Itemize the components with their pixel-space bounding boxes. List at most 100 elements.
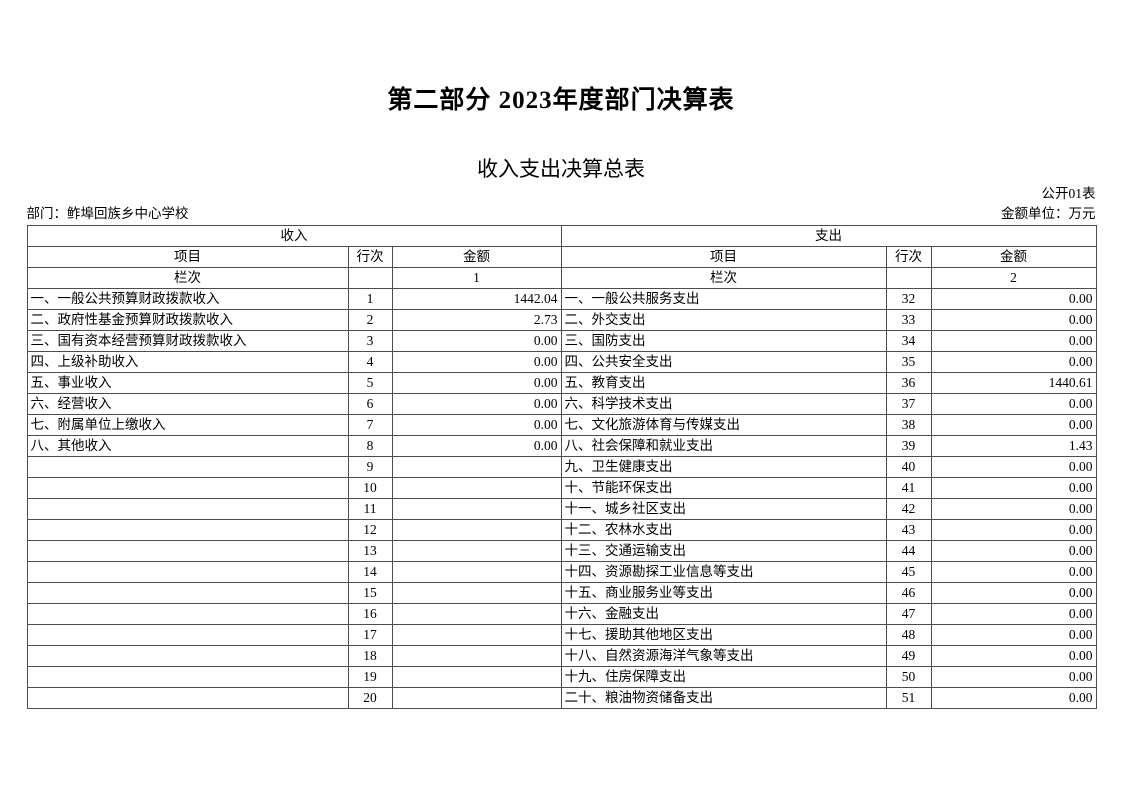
department-label: 部门：鲊埠回族乡中心学校 [26, 206, 189, 221]
table-row: 13 十三、交通运输支出 44 0.00 [26, 540, 1097, 562]
income-item-cell [26, 519, 349, 541]
expense-item-cell: 十七、援助其他地区支出 [560, 624, 887, 646]
table-row: 六、经营收入 6 0.00 六、科学技术支出 37 0.00 [26, 393, 1097, 415]
income-amount-cell: 0.00 [391, 351, 562, 373]
income-rownum-header: 行次 [347, 246, 393, 268]
table-row: 一、一般公共预算财政拨款收入 1 1442.04 一、一般公共服务支出 32 0… [26, 288, 1097, 310]
income-amount-cell [391, 645, 562, 667]
expense-amount-cell: 0.00 [930, 393, 1097, 415]
income-index-number: 1 [391, 267, 562, 289]
table-title: 收入支出决算总表 [477, 157, 645, 181]
table-row: 15 十五、商业服务业等支出 46 0.00 [26, 582, 1097, 604]
column-header-row: 项目 行次 金额 项目 行次 金额 [26, 246, 1097, 268]
income-expense-summary-table: 收入 支出 项目 行次 金额 项目 行次 金额 栏次 1 栏次 [26, 225, 1097, 709]
page-title: 第二部分 2023年度部门决算表 [387, 87, 735, 114]
table-row: 12 十二、农林水支出 43 0.00 [26, 519, 1097, 541]
income-amount-cell [391, 603, 562, 625]
income-rownum-cell: 5 [347, 372, 393, 394]
expense-index-number: 2 [930, 267, 1097, 289]
income-rownum-cell: 15 [347, 582, 393, 604]
expense-item-cell: 二十、粮油物资储备支出 [560, 687, 887, 709]
expense-item-cell: 七、文化旅游体育与传媒支出 [560, 414, 887, 436]
income-item-cell: 八、其他收入 [26, 435, 349, 457]
table-code: 公开01表 [1041, 186, 1096, 201]
expense-rownum-cell: 49 [885, 645, 932, 667]
expense-item-cell: 九、卫生健康支出 [560, 456, 887, 478]
expense-amount-cell: 0.00 [930, 309, 1097, 331]
expense-rownum-header: 行次 [885, 246, 932, 268]
income-amount-cell: 0.00 [391, 372, 562, 394]
income-amount-cell: 0.00 [391, 330, 562, 352]
expense-amount-cell: 0.00 [930, 414, 1097, 436]
table-row: 八、其他收入 8 0.00 八、社会保障和就业支出 39 1.43 [26, 435, 1097, 457]
expense-rownum-cell: 50 [885, 666, 932, 688]
expense-item-cell: 十一、城乡社区支出 [560, 498, 887, 520]
expense-amount-cell: 0.00 [930, 477, 1097, 499]
income-amount-cell [391, 624, 562, 646]
income-item-cell: 一、一般公共预算财政拨款收入 [26, 288, 349, 310]
expense-item-cell: 十九、住房保障支出 [560, 666, 887, 688]
expense-amount-cell: 0.00 [930, 540, 1097, 562]
income-rownum-cell: 12 [347, 519, 393, 541]
income-amount-cell [391, 687, 562, 709]
income-amount-cell [391, 519, 562, 541]
expense-rownum-cell: 51 [885, 687, 932, 709]
income-index-label: 栏次 [26, 267, 349, 289]
expense-amount-cell: 0.00 [930, 666, 1097, 688]
income-item-cell [26, 645, 349, 667]
expense-rownum-cell: 47 [885, 603, 932, 625]
expense-amount-cell: 0.00 [930, 603, 1097, 625]
income-item-cell [26, 687, 349, 709]
income-item-cell: 三、国有资本经营预算财政拨款收入 [26, 330, 349, 352]
income-item-cell: 四、上级补助收入 [26, 351, 349, 373]
table-row: 18 十八、自然资源海洋气象等支出 49 0.00 [26, 645, 1097, 667]
expense-item-cell: 八、社会保障和就业支出 [560, 435, 887, 457]
expense-amount-cell: 0.00 [930, 561, 1097, 583]
content-area: 公开01表 部门：鲊埠回族乡中心学校 金额单位：万元 收入 支出 项目 行次 金… [26, 186, 1097, 709]
income-item-cell [26, 498, 349, 520]
income-item-cell [26, 561, 349, 583]
table-row: 14 十四、资源勘探工业信息等支出 45 0.00 [26, 561, 1097, 583]
income-rownum-cell: 20 [347, 687, 393, 709]
income-rownum-cell: 6 [347, 393, 393, 415]
expense-item-cell: 十二、农林水支出 [560, 519, 887, 541]
income-rownum-cell: 16 [347, 603, 393, 625]
expense-item-cell: 二、外交支出 [560, 309, 887, 331]
income-rownum-cell: 3 [347, 330, 393, 352]
table-row: 四、上级补助收入 4 0.00 四、公共安全支出 35 0.00 [26, 351, 1097, 373]
expense-rownum-cell: 42 [885, 498, 932, 520]
column-index-row: 栏次 1 栏次 2 [26, 267, 1097, 289]
unit-label: 金额单位：万元 [1001, 206, 1096, 221]
expense-amount-cell: 0.00 [930, 288, 1097, 310]
income-rownum-cell: 17 [347, 624, 393, 646]
income-rownum-cell: 11 [347, 498, 393, 520]
income-item-cell [26, 666, 349, 688]
expense-amount-header: 金额 [930, 246, 1097, 268]
expense-rownum-cell: 39 [885, 435, 932, 457]
expense-item-cell: 十五、商业服务业等支出 [560, 582, 887, 604]
income-item-cell [26, 624, 349, 646]
income-item-cell [26, 477, 349, 499]
table-row: 二、政府性基金预算财政拨款收入 2 2.73 二、外交支出 33 0.00 [26, 309, 1097, 331]
table-row: 七、附属单位上缴收入 7 0.00 七、文化旅游体育与传媒支出 38 0.00 [26, 414, 1097, 436]
expense-amount-cell: 0.00 [930, 351, 1097, 373]
expense-amount-cell: 1440.61 [930, 372, 1097, 394]
income-amount-cell [391, 561, 562, 583]
income-rownum-cell: 7 [347, 414, 393, 436]
table-row: 10 十、节能环保支出 41 0.00 [26, 477, 1097, 499]
meta-row: 部门：鲊埠回族乡中心学校 金额单位：万元 [27, 205, 1096, 222]
expense-amount-cell: 1.43 [930, 435, 1097, 457]
expense-item-cell: 十六、金融支出 [560, 603, 887, 625]
income-item-cell: 五、事业收入 [26, 372, 349, 394]
table-row: 20 二十、粮油物资储备支出 51 0.00 [26, 687, 1097, 709]
table-row: 11 十一、城乡社区支出 42 0.00 [26, 498, 1097, 520]
section-header-row: 收入 支出 [26, 225, 1097, 247]
income-amount-cell: 0.00 [391, 393, 562, 415]
income-amount-header: 金额 [391, 246, 562, 268]
expense-item-cell: 三、国防支出 [560, 330, 887, 352]
expense-item-cell: 六、科学技术支出 [560, 393, 887, 415]
income-amount-cell [391, 498, 562, 520]
table-row: 19 十九、住房保障支出 50 0.00 [26, 666, 1097, 688]
expense-rownum-cell: 43 [885, 519, 932, 541]
expense-rownum-cell: 32 [885, 288, 932, 310]
